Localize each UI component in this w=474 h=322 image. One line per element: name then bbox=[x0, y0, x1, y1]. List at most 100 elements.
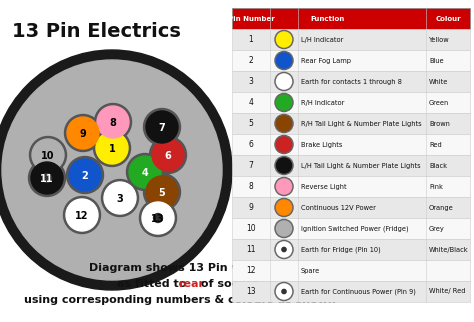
Text: 12: 12 bbox=[75, 211, 89, 221]
Text: of socket: of socket bbox=[197, 279, 258, 289]
Text: 6: 6 bbox=[248, 140, 254, 149]
Text: 4: 4 bbox=[142, 167, 148, 177]
Circle shape bbox=[275, 72, 293, 90]
Text: 6: 6 bbox=[164, 150, 172, 160]
Circle shape bbox=[154, 213, 163, 223]
Text: 11: 11 bbox=[246, 245, 256, 254]
Text: Pink: Pink bbox=[429, 184, 443, 190]
Text: 13: 13 bbox=[246, 287, 256, 296]
Text: 5: 5 bbox=[159, 187, 165, 197]
Bar bbox=[232, 218, 470, 239]
Text: Green: Green bbox=[429, 99, 449, 106]
Circle shape bbox=[276, 116, 292, 131]
Text: L/H Tail Light & Number Plate Lights: L/H Tail Light & Number Plate Lights bbox=[301, 163, 420, 168]
Text: White/Black: White/Black bbox=[429, 247, 469, 252]
Circle shape bbox=[66, 199, 98, 231]
Text: 2: 2 bbox=[249, 56, 254, 65]
Circle shape bbox=[104, 182, 136, 214]
Text: R/H Indicator: R/H Indicator bbox=[301, 99, 345, 106]
Circle shape bbox=[67, 117, 99, 149]
Bar bbox=[232, 197, 470, 218]
Circle shape bbox=[149, 137, 186, 174]
Circle shape bbox=[129, 156, 161, 188]
Circle shape bbox=[66, 156, 103, 194]
Bar bbox=[232, 134, 470, 155]
Text: 12: 12 bbox=[246, 266, 256, 275]
Text: Spare: Spare bbox=[301, 268, 320, 273]
Circle shape bbox=[69, 159, 101, 191]
Bar bbox=[232, 50, 470, 71]
Circle shape bbox=[97, 106, 129, 138]
Text: 1: 1 bbox=[109, 144, 115, 154]
Text: White/ Red: White/ Red bbox=[429, 289, 465, 295]
Circle shape bbox=[275, 52, 293, 70]
Bar bbox=[232, 239, 470, 260]
Text: 7: 7 bbox=[248, 161, 254, 170]
Circle shape bbox=[276, 179, 292, 194]
Text: as fitted to: as fitted to bbox=[117, 279, 190, 289]
Circle shape bbox=[275, 282, 293, 300]
Circle shape bbox=[28, 159, 65, 196]
Circle shape bbox=[275, 156, 293, 175]
Circle shape bbox=[276, 284, 292, 299]
Circle shape bbox=[64, 196, 100, 233]
Text: Reverse Light: Reverse Light bbox=[301, 184, 346, 190]
Text: 8: 8 bbox=[249, 182, 254, 191]
Text: Earth for contacts 1 through 8: Earth for contacts 1 through 8 bbox=[301, 79, 402, 84]
Text: Blue: Blue bbox=[429, 58, 444, 63]
Text: Orange: Orange bbox=[429, 204, 454, 211]
Circle shape bbox=[276, 200, 292, 215]
Circle shape bbox=[282, 289, 286, 294]
Circle shape bbox=[152, 139, 184, 171]
Circle shape bbox=[276, 32, 292, 47]
Circle shape bbox=[32, 139, 64, 171]
Bar bbox=[232, 113, 470, 134]
Bar bbox=[232, 71, 470, 92]
Text: Pin Number: Pin Number bbox=[228, 15, 274, 22]
Circle shape bbox=[276, 158, 292, 173]
Circle shape bbox=[276, 221, 292, 236]
Circle shape bbox=[64, 115, 101, 151]
Bar bbox=[232, 260, 470, 281]
Bar bbox=[232, 155, 470, 176]
Circle shape bbox=[282, 247, 286, 251]
Text: Earth for Fridge (Pin 10): Earth for Fridge (Pin 10) bbox=[301, 246, 381, 253]
Text: 9: 9 bbox=[248, 203, 254, 212]
Circle shape bbox=[2, 60, 222, 280]
Text: as fitted to rear of socket: as fitted to rear of socket bbox=[100, 279, 260, 289]
Text: 4: 4 bbox=[248, 98, 254, 107]
Text: 3: 3 bbox=[117, 194, 123, 204]
Text: using corresponding numbers & colours as shown: using corresponding numbers & colours as… bbox=[24, 295, 336, 305]
Text: 2: 2 bbox=[82, 171, 88, 181]
Text: L/H Indicator: L/H Indicator bbox=[301, 36, 343, 43]
Text: White: White bbox=[429, 79, 448, 84]
Circle shape bbox=[275, 177, 293, 195]
Text: Colour: Colour bbox=[435, 15, 461, 22]
Circle shape bbox=[275, 31, 293, 49]
Circle shape bbox=[276, 242, 292, 257]
Text: Earth for Continuous Power (Pin 9): Earth for Continuous Power (Pin 9) bbox=[301, 288, 416, 295]
Text: Red: Red bbox=[429, 141, 442, 147]
Text: Yellow: Yellow bbox=[429, 36, 450, 43]
Text: Black: Black bbox=[429, 163, 447, 168]
Text: 13: 13 bbox=[151, 213, 165, 223]
Circle shape bbox=[139, 200, 176, 236]
Circle shape bbox=[275, 219, 293, 238]
Circle shape bbox=[276, 53, 292, 68]
Bar bbox=[232, 29, 470, 50]
Circle shape bbox=[142, 202, 174, 234]
Circle shape bbox=[29, 137, 66, 174]
Bar bbox=[232, 176, 470, 197]
Circle shape bbox=[146, 111, 178, 143]
Text: 3: 3 bbox=[248, 77, 254, 86]
Circle shape bbox=[146, 176, 178, 208]
Circle shape bbox=[93, 129, 130, 166]
Text: Rear Fog Lamp: Rear Fog Lamp bbox=[301, 58, 351, 63]
Text: 7: 7 bbox=[159, 122, 165, 132]
Circle shape bbox=[101, 179, 138, 216]
Circle shape bbox=[96, 132, 128, 164]
Text: 9: 9 bbox=[80, 128, 86, 138]
Text: 5: 5 bbox=[248, 119, 254, 128]
Text: 11: 11 bbox=[40, 174, 54, 184]
Text: 10: 10 bbox=[246, 224, 256, 233]
